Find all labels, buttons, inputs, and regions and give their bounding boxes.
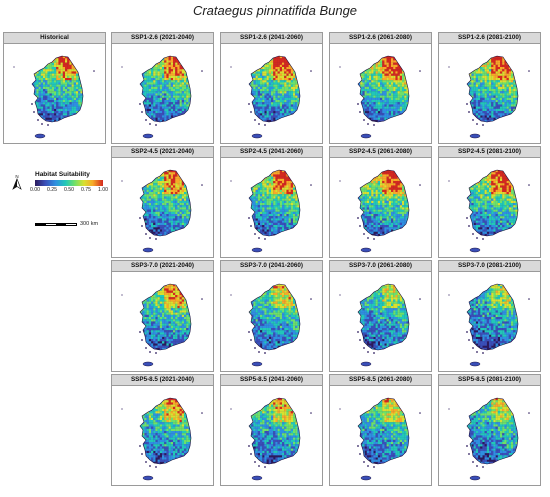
panel-label: SSP3-7.0 (2081-2100) [439, 261, 540, 272]
jeju-island [142, 475, 154, 481]
korea-map [121, 55, 203, 139]
panel-label: SSP2-4.5 (2021-2040) [112, 147, 213, 158]
jeju-island [142, 133, 154, 139]
jeju-island [360, 247, 372, 253]
korea-map [230, 55, 312, 139]
jeju-island [142, 361, 154, 367]
jeju-island [360, 361, 372, 367]
map-panel-ssp370-2021: SSP3-7.0 (2021-2040) [111, 260, 214, 372]
korea-map [230, 397, 312, 481]
panel-label: SSP1-2.6 (2081-2100) [439, 33, 540, 44]
map-panel-ssp126-2061: SSP1-2.6 (2061-2080) [329, 32, 432, 144]
korea-map [230, 169, 312, 253]
scale-bar [35, 223, 77, 226]
legend-tick: 1.00 [97, 187, 109, 193]
korea-map [339, 169, 421, 253]
panel-label: SSP3-7.0 (2021-2040) [112, 261, 213, 272]
map-panel-ssp585-2061: SSP5-8.5 (2061-2080) [329, 374, 432, 486]
panel-label: SSP2-4.5 (2041-2060) [221, 147, 322, 158]
korea-map [448, 55, 530, 139]
panel-label: SSP1-2.6 (2041-2060) [221, 33, 322, 44]
map-panel-ssp370-2061: SSP3-7.0 (2061-2080) [329, 260, 432, 372]
legend-tick: 0.00 [29, 187, 41, 193]
korea-map [121, 397, 203, 481]
jeju-island [360, 475, 372, 481]
jeju-island [469, 475, 481, 481]
panel-label: Historical [4, 33, 105, 44]
panel-label: SSP5-8.5 (2061-2080) [330, 375, 431, 386]
legend-tick: 0.25 [46, 187, 58, 193]
panel-label: SSP5-8.5 (2041-2060) [221, 375, 322, 386]
map-panel-historical: Historical [3, 32, 106, 144]
map-panel-ssp585-2081: SSP5-8.5 (2081-2100) [438, 374, 541, 486]
map-panel-ssp370-2041: SSP3-7.0 (2041-2060) [220, 260, 323, 372]
jeju-island [469, 133, 481, 139]
legend-tick: 0.75 [80, 187, 92, 193]
panel-label: SSP3-7.0 (2041-2060) [221, 261, 322, 272]
jeju-island [34, 133, 46, 139]
legend-title: Habitat Suitability [35, 171, 90, 178]
map-panel-ssp126-2041: SSP1-2.6 (2041-2060) [220, 32, 323, 144]
korea-map [230, 283, 312, 367]
legend-ticks: 0.00 0.25 0.50 0.75 1.00 [29, 187, 111, 195]
north-label: N [15, 174, 18, 179]
korea-map [13, 55, 95, 139]
figure-title: Crataegus pinnatifida Bunge [192, 3, 358, 18]
jeju-island [469, 361, 481, 367]
north-arrow-icon: N [12, 174, 22, 190]
map-panel-ssp126-2081: SSP1-2.6 (2081-2100) [438, 32, 541, 144]
jeju-island [360, 133, 372, 139]
panel-label: SSP1-2.6 (2061-2080) [330, 33, 431, 44]
jeju-island [469, 247, 481, 253]
map-legend: N Habitat Suitability 0.00 0.25 0.50 0.7… [10, 170, 110, 240]
korea-map [448, 283, 530, 367]
jeju-island [251, 247, 263, 253]
korea-map [121, 283, 203, 367]
map-panel-ssp585-2041: SSP5-8.5 (2041-2060) [220, 374, 323, 486]
korea-map [121, 169, 203, 253]
map-panel-ssp245-2061: SSP2-4.5 (2061-2080) [329, 146, 432, 258]
panel-label: SSP2-4.5 (2061-2080) [330, 147, 431, 158]
korea-map [339, 283, 421, 367]
jeju-island [251, 475, 263, 481]
map-panel-ssp370-2081: SSP3-7.0 (2081-2100) [438, 260, 541, 372]
map-panel-ssp245-2081: SSP2-4.5 (2081-2100) [438, 146, 541, 258]
jeju-island [251, 133, 263, 139]
map-panel-ssp245-2041: SSP2-4.5 (2041-2060) [220, 146, 323, 258]
color-scale-bar [35, 180, 103, 186]
map-panel-ssp126-2021: SSP1-2.6 (2021-2040) [111, 32, 214, 144]
korea-map [339, 397, 421, 481]
map-panel-ssp585-2021: SSP5-8.5 (2021-2040) [111, 374, 214, 486]
jeju-island [142, 247, 154, 253]
panel-label: SSP2-4.5 (2081-2100) [439, 147, 540, 158]
jeju-island [251, 361, 263, 367]
map-panel-ssp245-2021: SSP2-4.5 (2021-2040) [111, 146, 214, 258]
panel-label: SSP5-8.5 (2021-2040) [112, 375, 213, 386]
panel-label: SSP3-7.0 (2061-2080) [330, 261, 431, 272]
korea-map [448, 397, 530, 481]
panel-label: SSP1-2.6 (2021-2040) [112, 33, 213, 44]
korea-map [448, 169, 530, 253]
panel-label: SSP5-8.5 (2081-2100) [439, 375, 540, 386]
scale-bar-label: 300 km [80, 221, 99, 227]
korea-map [339, 55, 421, 139]
legend-tick: 0.50 [63, 187, 75, 193]
